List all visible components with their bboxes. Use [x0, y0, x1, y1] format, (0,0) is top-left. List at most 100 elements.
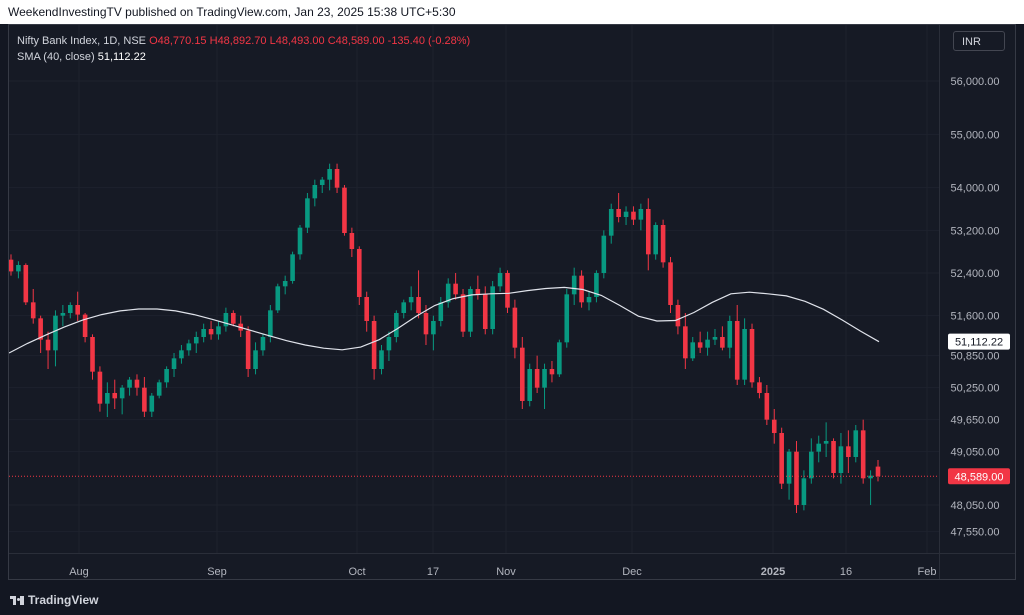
- y-tick-label: 48,050.00: [951, 500, 1000, 512]
- candle: [490, 286, 495, 329]
- candle: [608, 209, 614, 236]
- candle: [764, 393, 770, 420]
- y-tick-label: 55,000.00: [951, 129, 1000, 141]
- candle: [586, 297, 592, 303]
- x-tick-label: Feb: [918, 566, 937, 578]
- candle: [482, 294, 488, 329]
- candle: [809, 451, 814, 479]
- candle: [445, 283, 451, 303]
- candle: [668, 262, 673, 305]
- x-tick-label: Aug: [69, 566, 89, 578]
- candle: [386, 337, 392, 351]
- candle: [305, 198, 310, 228]
- candle: [416, 297, 421, 313]
- candle: [631, 211, 636, 220]
- candle: [564, 294, 570, 343]
- candle: [97, 371, 103, 404]
- candle: [208, 329, 214, 335]
- candle: [67, 305, 73, 313]
- high-value: H48,892.70: [209, 35, 267, 47]
- y-tick-label: 49,650.00: [951, 415, 1000, 427]
- candle: [201, 329, 206, 337]
- candle: [505, 273, 510, 308]
- candle: [142, 387, 147, 412]
- candle: [327, 169, 332, 180]
- legend-sma-row: SMA (40, close) 51,112.22: [17, 49, 470, 65]
- candle: [697, 342, 703, 348]
- candle: [275, 286, 281, 311]
- open-value: O48,770.15: [149, 35, 207, 47]
- x-tick-label: 2025: [761, 566, 785, 578]
- candle: [127, 379, 132, 388]
- candle: [831, 441, 836, 473]
- candle: [179, 350, 184, 359]
- y-tick-label: 54,000.00: [951, 183, 1000, 195]
- candle: [690, 342, 696, 359]
- candle: [645, 209, 651, 255]
- y-tick-label: 50,250.00: [951, 383, 1000, 395]
- candle: [319, 179, 325, 185]
- candle: [431, 321, 436, 335]
- candle: [683, 326, 688, 359]
- candle: [475, 289, 481, 295]
- candle: [82, 314, 88, 337]
- candle: [860, 430, 866, 479]
- sma-price-tag: [948, 333, 1010, 350]
- candle: [794, 451, 799, 505]
- currency-button[interactable]: INR: [953, 31, 1005, 51]
- candle: [134, 379, 140, 388]
- candle: [616, 209, 621, 217]
- candle: [534, 369, 540, 388]
- candle: [675, 305, 681, 327]
- candle: [571, 275, 577, 295]
- change-value: -135.40 (-0.28%): [387, 35, 471, 47]
- candle: [727, 321, 733, 348]
- candle: [557, 342, 562, 375]
- candle: [216, 326, 221, 335]
- tradingview-brand[interactable]: TradingView: [10, 593, 98, 607]
- candle: [853, 430, 859, 457]
- candle: [623, 211, 629, 217]
- candle: [705, 339, 710, 348]
- close-value: C48,589.00: [327, 35, 385, 47]
- candle: [771, 419, 777, 433]
- candle: [408, 297, 414, 303]
- candle: [549, 369, 555, 375]
- candle: [334, 169, 340, 188]
- candle: [149, 395, 155, 412]
- candle: [638, 209, 644, 220]
- tradingview-logo-icon: [10, 596, 24, 606]
- candle: [875, 466, 881, 477]
- candle: [653, 225, 658, 255]
- candle: [512, 307, 518, 348]
- candle: [356, 249, 362, 297]
- candle: [16, 265, 21, 272]
- candle: [105, 393, 110, 404]
- candle: [297, 227, 303, 255]
- candle: [223, 313, 229, 327]
- candlestick-chart[interactable]: 47,550.00 48,050.00 49,050.00 49,650.00 50,2…: [9, 25, 1015, 579]
- y-tick-label: 53,200.00: [951, 225, 1000, 237]
- candle: [401, 302, 407, 313]
- candle: [734, 321, 740, 380]
- candle: [453, 283, 458, 295]
- candle: [60, 313, 66, 316]
- candle: [30, 302, 36, 319]
- candle: [460, 294, 466, 332]
- candle: [253, 350, 258, 369]
- candle: [45, 339, 51, 351]
- candle: [171, 358, 177, 369]
- candle: [371, 321, 377, 369]
- candle: [749, 329, 755, 383]
- candle: [757, 382, 762, 393]
- candle: [38, 318, 43, 340]
- symbol-label: Nifty Bank Index, 1D, NSE: [17, 35, 146, 47]
- chart-area[interactable]: 47,550.00 48,050.00 49,050.00 49,650.00 50,2…: [8, 24, 1016, 580]
- candle: [282, 281, 288, 287]
- candle: [838, 446, 844, 473]
- candle: [342, 187, 347, 233]
- candle: [846, 446, 851, 457]
- x-tick-label: Sep: [207, 566, 227, 578]
- candle: [349, 233, 355, 249]
- low-value: L48,493.00: [269, 35, 325, 47]
